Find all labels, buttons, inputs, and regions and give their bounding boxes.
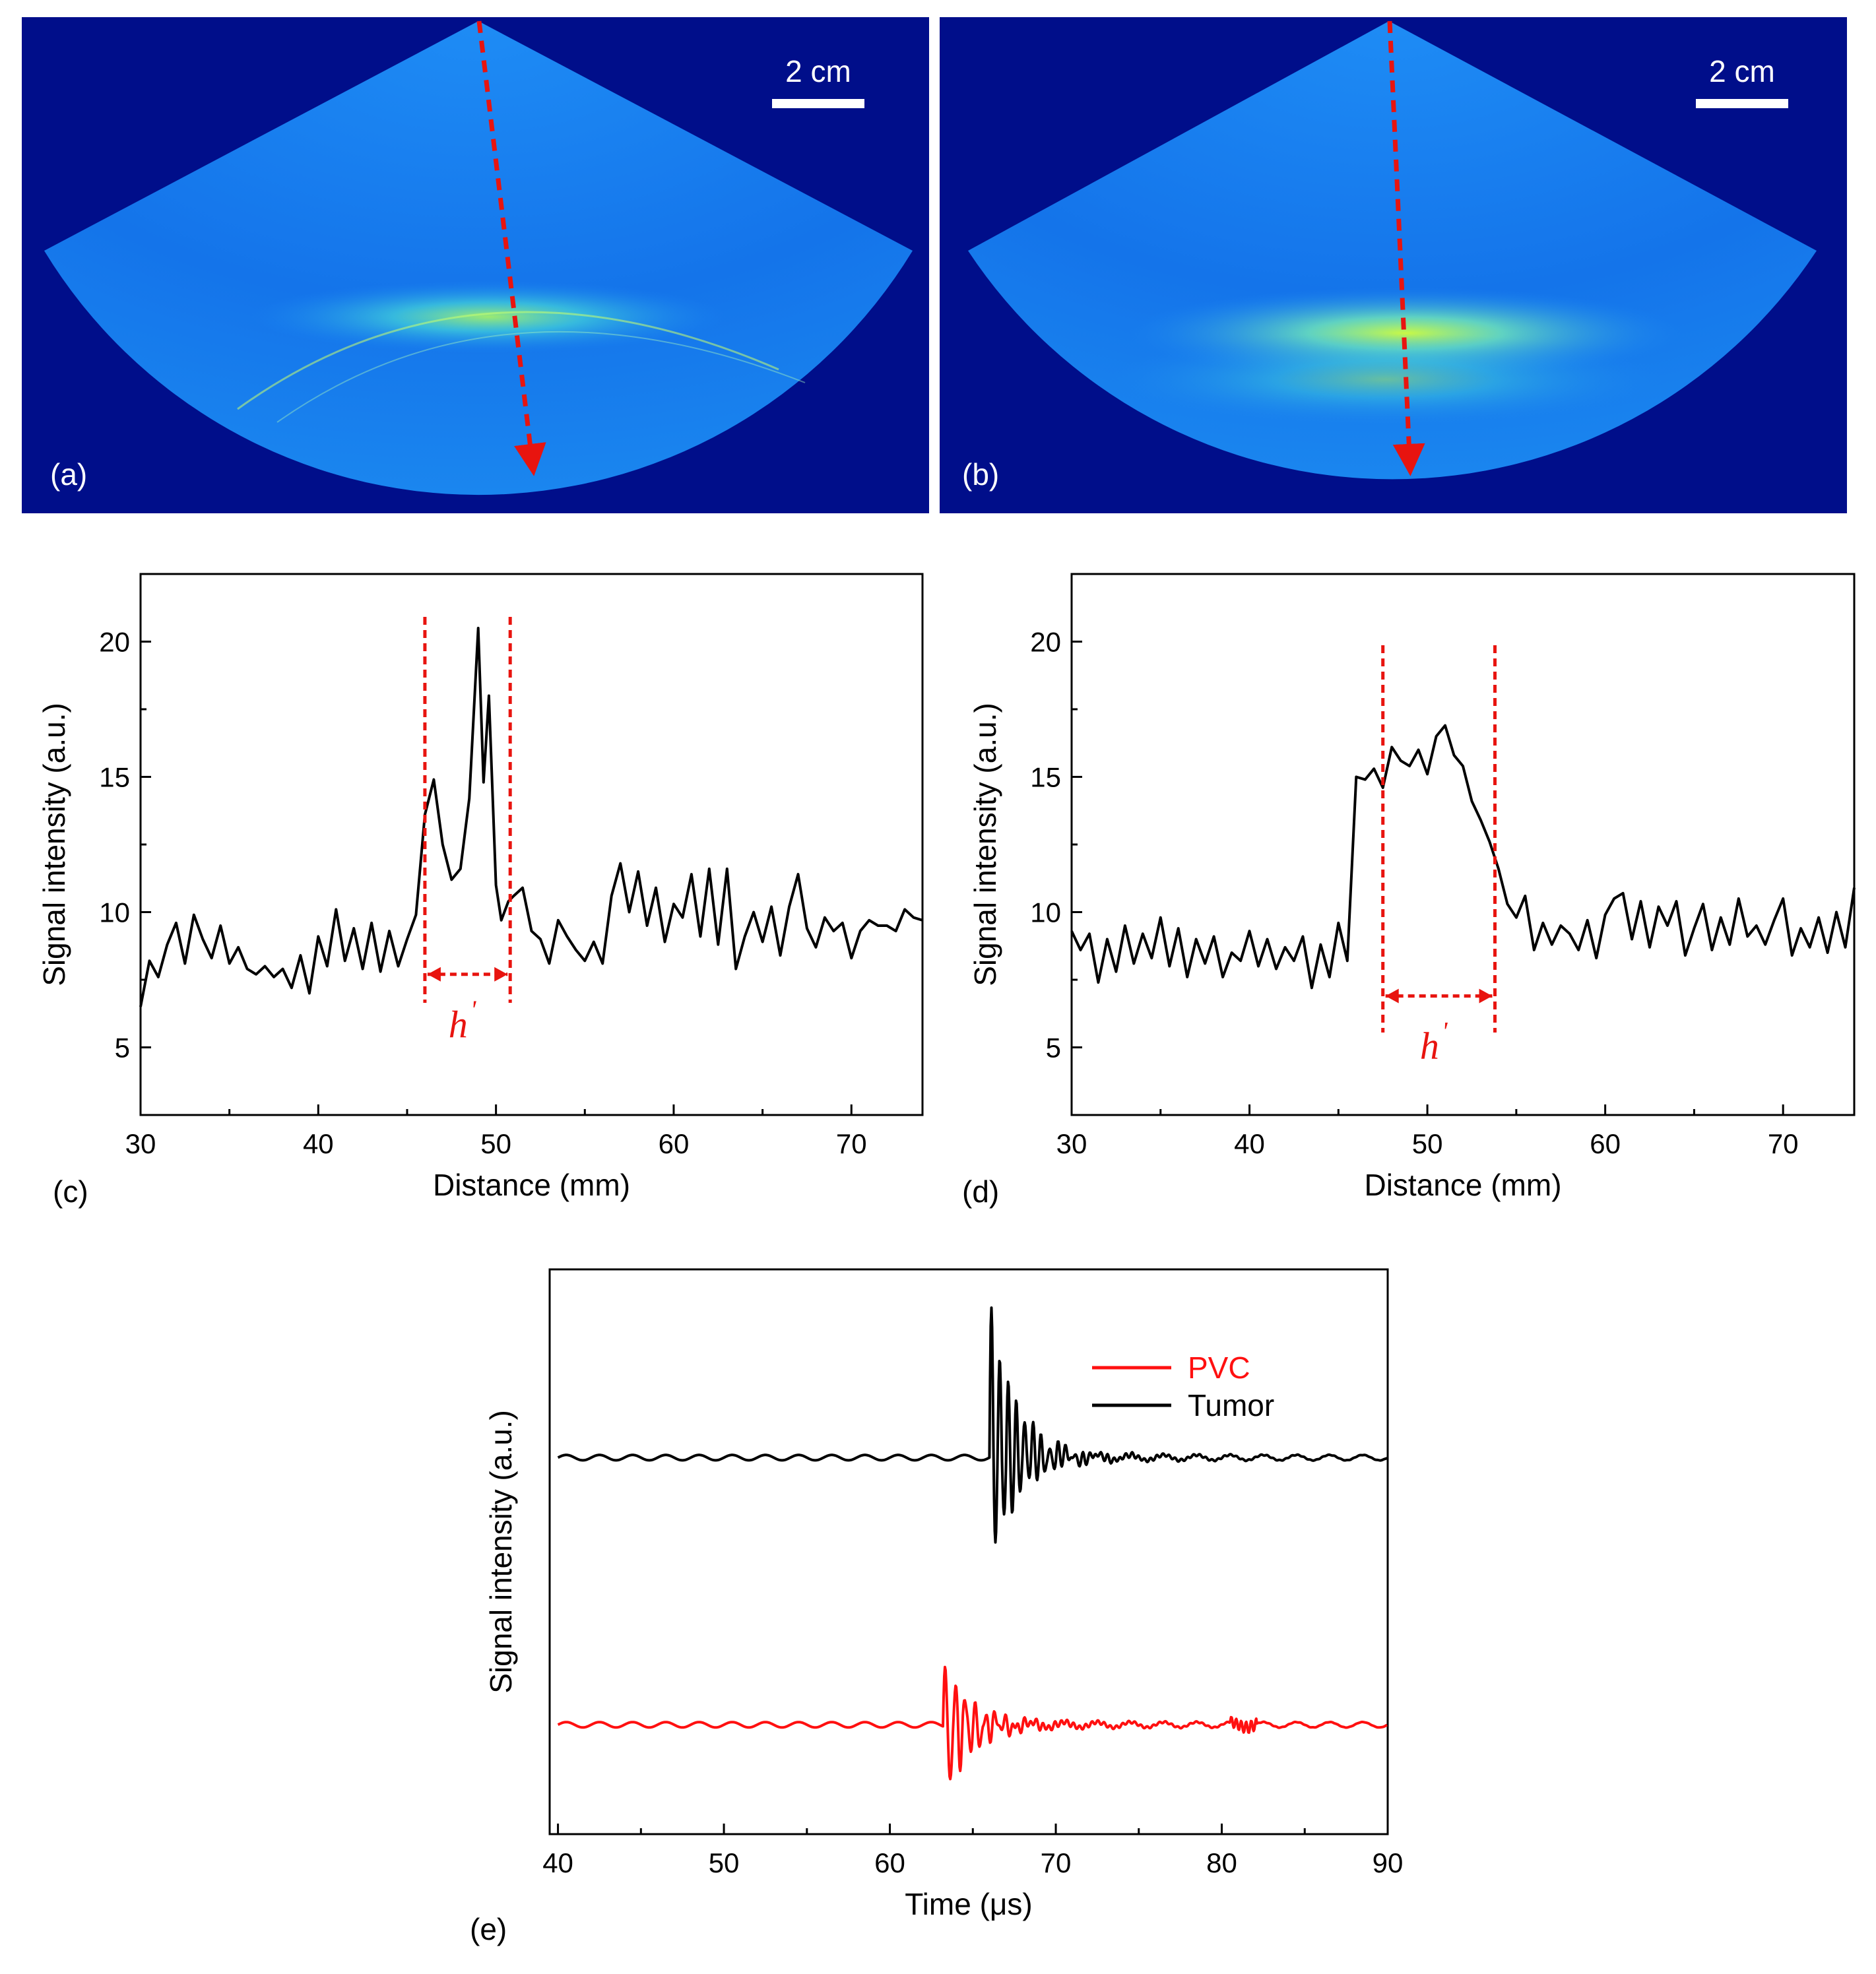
width-label-h: h — [1420, 1025, 1439, 1067]
panel-b-label: (b) — [962, 457, 999, 492]
chart-c-xtick-label: 70 — [836, 1128, 867, 1159]
chart-e-xtick-label: 40 — [542, 1847, 573, 1878]
chart-e-xtick-label: 50 — [709, 1847, 740, 1878]
chart-d-ytick-label: 20 — [1030, 627, 1061, 658]
chart-c-ytick-label: 15 — [99, 762, 130, 793]
panel-a-label: (a) — [50, 457, 87, 492]
chart-e: Signal intensity (a.u.) Time (μs) (e) PV… — [470, 1268, 1404, 1946]
chart-c-xtick-label: 50 — [480, 1128, 511, 1159]
ultrasound-fan-a — [44, 21, 913, 495]
panel-d-label: (d) — [962, 1174, 999, 1209]
chart-c-xtick-label: 60 — [659, 1128, 690, 1159]
chart-e-xtick-label: 90 — [1373, 1847, 1404, 1878]
chart-c-xtick-label: 30 — [125, 1128, 156, 1159]
chart-c-ylabel: Signal intensity (a.u.) — [37, 703, 71, 986]
chart-e-frame — [548, 1268, 1389, 1835]
chart-d-xtick-label: 30 — [1056, 1128, 1087, 1159]
panel-b: 2 cm (b) — [940, 17, 1847, 513]
legend: PVC Tumor — [1092, 1351, 1274, 1422]
scale-bar-a — [772, 99, 864, 108]
width-label-prime: ' — [1442, 1017, 1448, 1046]
chart-d-xtick-label: 60 — [1590, 1128, 1621, 1159]
panel-c-label: (c) — [53, 1174, 88, 1209]
chart-e-series-pvc — [557, 1665, 1388, 1781]
scale-bar-b — [1696, 99, 1788, 108]
chart-c-ytick-label: 20 — [99, 627, 130, 658]
width-label-prime: ' — [470, 995, 477, 1025]
legend-label-pvc: PVC — [1188, 1351, 1250, 1385]
chart-d-ytick-label: 5 — [1046, 1033, 1061, 1064]
chart-e-xlabel: Time (μs) — [905, 1887, 1032, 1921]
panel-a: 2 cm (a) — [22, 17, 929, 513]
chart-d-width-arrowhead-right — [1479, 988, 1493, 1003]
chart-d-width-arrowhead-left — [1385, 988, 1399, 1003]
chart-d-xtick-label: 70 — [1768, 1128, 1799, 1159]
chart-c-series-line — [139, 627, 923, 1007]
chart-d-frame — [1070, 573, 1856, 1116]
chart-d-xtick-label: 50 — [1412, 1128, 1443, 1159]
tumor-echo-b2 — [1109, 333, 1663, 426]
chart-d-xtick-label: 40 — [1234, 1128, 1265, 1159]
chart-d-series-line — [1070, 724, 1856, 990]
width-label-h: h — [449, 1003, 468, 1046]
chart-c-xlabel: Distance (mm) — [433, 1168, 630, 1202]
chart-e-xtick-label: 60 — [874, 1847, 905, 1878]
scale-bar-label-b: 2 cm — [1709, 54, 1775, 88]
chart-e-xtick-label: 70 — [1041, 1847, 1072, 1878]
echo-arc-a — [237, 311, 779, 410]
chart-d: Signal intensity (a.u.) Distance (mm) (d… — [962, 573, 1856, 1209]
chart-c-ytick-label: 5 — [115, 1033, 130, 1064]
chart-d-width-label: h ' — [1420, 1017, 1448, 1067]
chart-d-ytick-label: 15 — [1030, 762, 1061, 793]
chart-d-xlabel: Distance (mm) — [1364, 1168, 1561, 1202]
scale-bar-label-a: 2 cm — [785, 54, 851, 88]
chart-d-ytick-label: 10 — [1030, 897, 1061, 928]
chart-c-ytick-label: 10 — [99, 897, 130, 928]
chart-e-ylabel: Signal intensity (a.u.) — [484, 1410, 518, 1694]
legend-label-tumor: Tumor — [1188, 1388, 1274, 1422]
chart-c-xtick-label: 40 — [303, 1128, 334, 1159]
chart-c-frame — [139, 573, 924, 1116]
tumor-echo-a — [251, 280, 726, 353]
chart-e-series-tumor — [557, 1306, 1388, 1544]
scan-line-arrow-b — [1387, 20, 1425, 476]
scan-line-arrow-a — [476, 20, 546, 476]
echo-arc-a2 — [276, 331, 806, 423]
chart-e-xtick-label: 80 — [1206, 1847, 1237, 1878]
chart-c-width-label: h ' — [449, 995, 477, 1046]
chart-c-width-arrowhead-left — [427, 967, 441, 982]
chart-c-width-arrowhead-right — [494, 967, 508, 982]
chart-c: Signal intensity (a.u.) Distance (mm) (c… — [37, 573, 924, 1209]
chart-d-ylabel: Signal intensity (a.u.) — [968, 703, 1002, 986]
panel-e-label: (e) — [470, 1912, 507, 1946]
